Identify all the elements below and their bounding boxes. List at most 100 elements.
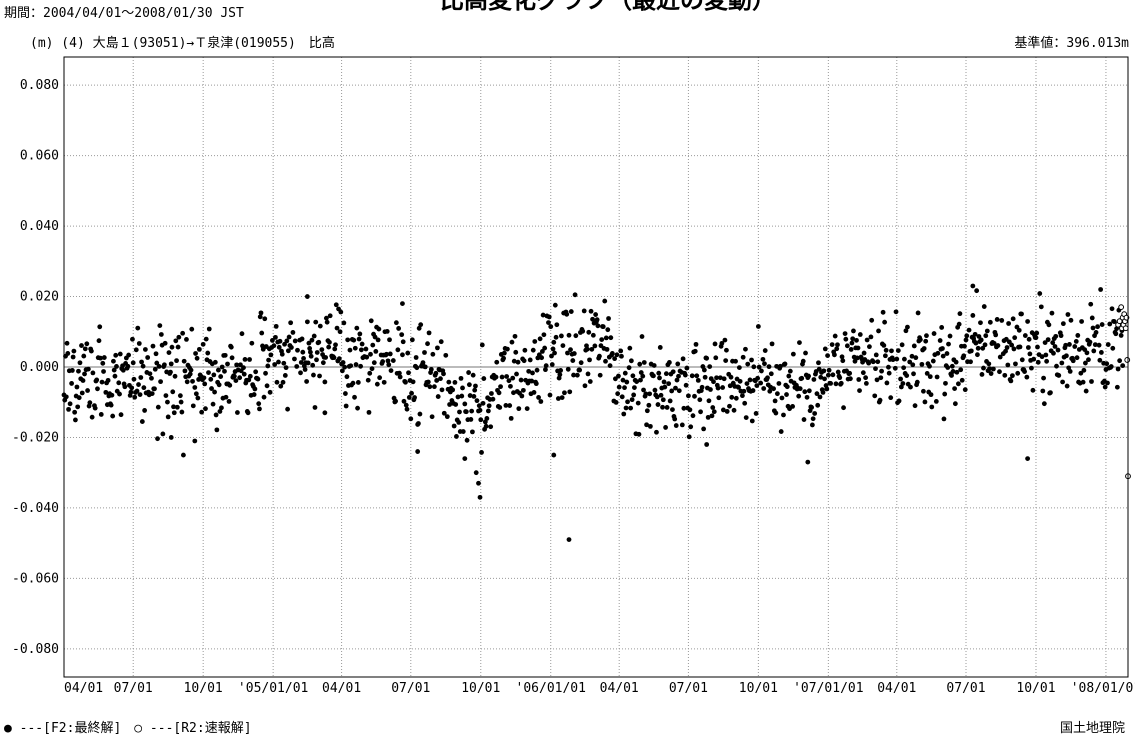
final-solution-point: [850, 336, 856, 342]
final-solution-point: [430, 351, 436, 357]
final-solution-point: [494, 359, 500, 365]
final-solution-point: [714, 375, 719, 381]
final-solution-point: [1065, 312, 1071, 317]
final-solution-point: [970, 283, 976, 289]
final-solution-point: [203, 406, 208, 412]
final-solution-point: [190, 403, 196, 409]
final-solution-point: [869, 317, 875, 323]
final-solution-point: [1010, 316, 1016, 322]
final-solution-point: [656, 370, 662, 376]
final-solution-point: [1029, 365, 1034, 371]
final-solution-point: [393, 398, 398, 404]
final-solution-point: [1025, 456, 1031, 461]
final-solution-point: [504, 374, 510, 379]
final-solution-point: [663, 425, 668, 430]
final-solution-point: [1035, 359, 1041, 365]
final-solution-point: [253, 369, 259, 375]
final-solution-point: [1008, 378, 1014, 384]
final-solution-point: [458, 375, 464, 381]
final-solution-point: [1079, 319, 1085, 324]
final-solution-point: [589, 346, 595, 352]
final-solution-point: [962, 387, 968, 393]
x-tick-label: 04/01: [322, 681, 361, 696]
final-solution-point: [359, 341, 365, 347]
final-solution-point: [434, 378, 440, 383]
y-tick-label: 0.080: [20, 78, 59, 93]
final-solution-point: [751, 364, 757, 370]
final-solution-point: [832, 333, 838, 339]
final-solution-point: [983, 333, 989, 339]
final-solution-point: [979, 372, 985, 377]
final-solution-point: [825, 353, 830, 359]
final-solution-point: [587, 379, 593, 384]
final-solution-point: [408, 416, 414, 422]
final-solution-point: [572, 292, 578, 298]
final-solution-point: [637, 361, 643, 367]
final-solution-point: [660, 397, 666, 403]
final-solution-point: [848, 347, 854, 352]
final-solution-point: [323, 355, 329, 360]
final-solution-point: [435, 394, 441, 399]
final-solution-point: [358, 363, 364, 369]
final-solution-point: [384, 328, 390, 334]
final-solution-point: [704, 442, 710, 447]
final-solution-point: [472, 387, 478, 393]
final-solution-point: [1096, 342, 1102, 348]
final-solution-point: [860, 370, 866, 376]
final-solution-point: [966, 327, 972, 333]
final-solution-point: [212, 389, 217, 395]
final-solution-point: [348, 363, 354, 369]
final-solution-point: [901, 365, 907, 371]
final-solution-point: [510, 375, 516, 381]
final-solution-point: [834, 346, 840, 352]
final-solution-point: [308, 353, 314, 359]
final-solution-point: [806, 373, 811, 379]
final-solution-point: [387, 351, 393, 357]
final-solution-point: [94, 377, 100, 383]
final-solution-point: [828, 381, 834, 386]
final-solution-point: [66, 406, 71, 412]
final-solution-point: [473, 470, 479, 476]
final-solution-point: [193, 351, 198, 356]
final-solution-point: [165, 399, 170, 405]
final-solution-point: [784, 392, 789, 397]
final-solution-point: [652, 387, 658, 393]
final-solution-point: [890, 357, 896, 363]
final-solution-point: [954, 369, 960, 375]
final-solution-point: [532, 339, 538, 344]
final-solution-point: [234, 362, 240, 368]
final-solution-point: [692, 348, 698, 354]
final-solution-point: [147, 371, 153, 377]
final-solution-point: [304, 379, 310, 384]
final-solution-point: [196, 346, 202, 352]
final-solution-point: [644, 422, 649, 428]
final-solution-point: [222, 352, 228, 358]
x-tick-label: 04/01: [877, 681, 916, 696]
final-solution-point: [339, 368, 345, 374]
final-solution-point: [427, 384, 433, 390]
final-solution-point: [279, 351, 285, 357]
final-solution-point: [706, 398, 712, 404]
final-solution-point: [72, 409, 78, 415]
final-solution-point: [779, 395, 785, 401]
final-solution-point: [1045, 337, 1051, 343]
final-solution-point: [981, 304, 987, 309]
final-solution-point: [623, 405, 629, 411]
final-solution-point: [899, 342, 905, 348]
final-solution-point: [689, 373, 695, 379]
final-solution-point: [886, 364, 891, 370]
final-solution-point: [682, 372, 688, 378]
final-solution-point: [82, 346, 88, 352]
final-solution-point: [200, 341, 206, 347]
final-solution-point: [723, 358, 729, 364]
final-solution-point: [756, 364, 762, 370]
x-tick-label: 10/01: [1016, 681, 1055, 696]
final-solution-point: [108, 402, 114, 408]
final-solution-point: [377, 375, 383, 381]
final-solution-point: [126, 352, 132, 358]
final-solution-point: [334, 325, 340, 331]
final-solution-point: [722, 337, 728, 343]
final-solution-point: [168, 369, 173, 375]
final-solution-point: [675, 361, 681, 367]
final-solution-point: [733, 358, 738, 364]
